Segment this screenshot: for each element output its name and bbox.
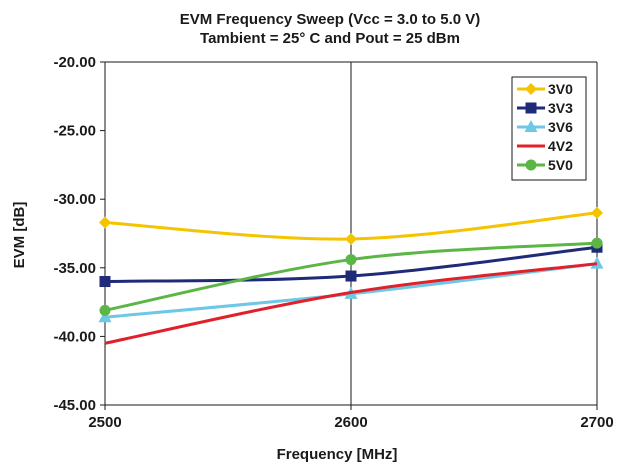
data-point-3V6-2500 — [98, 310, 112, 323]
legend-label: 3V6 — [548, 119, 573, 135]
y-tick-label: -25.00 — [53, 123, 96, 140]
series-4V2 — [104, 262, 598, 345]
legend-swatch-marker — [525, 102, 537, 114]
legend-swatch-marker — [525, 83, 537, 95]
data-point-3V3-2500 — [99, 276, 111, 288]
legend-label: 5V0 — [548, 157, 573, 173]
data-point-3V0-2600 — [345, 232, 357, 245]
x-tick-labels: 2500 2600 2700 — [88, 414, 613, 431]
data-point-3V6-2700 — [590, 256, 604, 269]
legend-item-5V0: 5V0 — [517, 157, 573, 173]
data-point-5V0-2700 — [591, 237, 603, 249]
legend-swatch-marker — [525, 159, 537, 171]
series-line-4V2 — [104, 262, 598, 345]
legend-swatch-marker — [524, 120, 538, 132]
axes — [100, 61, 598, 410]
data-point-3V0-2500 — [99, 216, 111, 229]
legend: 3V0 3V3 3V6 4V2 5V0 — [511, 76, 587, 181]
legend-label: 3V3 — [548, 100, 573, 116]
legend-item-4V2: 4V2 — [517, 138, 573, 154]
y-tick-labels: -45.00 -40.00 -35.00 -30.00 -25.00 -20.00 — [53, 54, 96, 414]
x-tick-label: 2600 — [334, 414, 367, 431]
x-axis-label: Frequency [MHz] — [277, 446, 398, 463]
legend-label: 3V0 — [548, 81, 573, 97]
legend-label: 4V2 — [548, 138, 573, 154]
x-tick-label: 2700 — [580, 414, 613, 431]
y-tick-label: -45.00 — [53, 397, 96, 414]
data-point-3V0-2700 — [591, 206, 603, 219]
y-tick-label: -20.00 — [53, 54, 96, 71]
legend-item-3V3: 3V3 — [517, 100, 573, 116]
chart-subtitle: Tambient = 25° C and Pout = 25 dBm — [200, 30, 460, 47]
y-axis-label: EVM [dB] — [11, 202, 28, 269]
data-point-3V3-2600 — [345, 270, 357, 282]
y-tick-label: -30.00 — [53, 191, 96, 208]
y-tick-label: -40.00 — [53, 328, 96, 345]
series-5V0 — [99, 237, 603, 316]
legend-item-3V0: 3V0 — [517, 81, 573, 97]
series-layer — [98, 206, 604, 345]
x-tick-label: 2500 — [88, 414, 121, 431]
y-tick-label: -35.00 — [53, 260, 96, 277]
series-3V0 — [99, 206, 603, 245]
data-point-5V0-2500 — [99, 304, 111, 316]
data-point-5V0-2600 — [345, 254, 357, 266]
legend-item-3V6: 3V6 — [517, 119, 573, 135]
chart-title: EVM Frequency Sweep (Vcc = 3.0 to 5.0 V) — [180, 11, 481, 28]
